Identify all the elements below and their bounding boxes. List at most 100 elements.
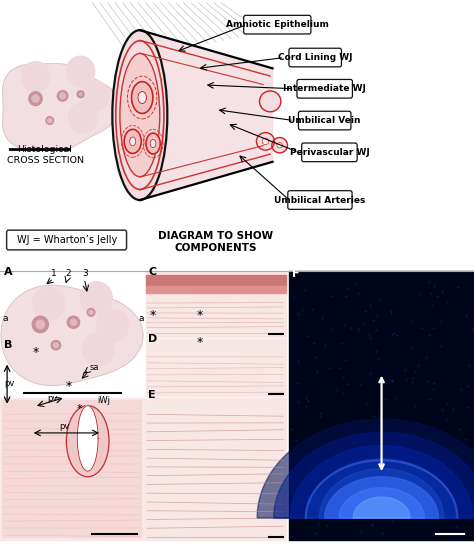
Point <box>302 393 310 402</box>
Ellipse shape <box>131 82 153 113</box>
Point <box>338 509 346 518</box>
Point <box>414 451 421 460</box>
Point <box>288 424 295 433</box>
Point <box>453 522 460 531</box>
Point <box>366 423 374 431</box>
Point <box>434 292 441 301</box>
Ellipse shape <box>51 341 61 350</box>
Ellipse shape <box>60 93 65 99</box>
Point <box>429 385 437 393</box>
Point <box>339 389 346 397</box>
Text: pv: pv <box>59 421 70 431</box>
Text: iWj: iWj <box>97 396 110 405</box>
Ellipse shape <box>138 92 146 104</box>
Point <box>451 507 459 516</box>
Point <box>333 386 341 395</box>
Point <box>373 312 381 321</box>
Point <box>429 456 437 465</box>
Polygon shape <box>140 30 273 200</box>
Text: *: * <box>65 380 72 393</box>
Point <box>335 363 343 372</box>
Point <box>323 520 331 529</box>
Point <box>388 329 395 338</box>
Point <box>310 339 317 347</box>
Point <box>376 408 383 417</box>
Ellipse shape <box>48 118 52 123</box>
Point <box>315 502 322 511</box>
Ellipse shape <box>54 343 58 347</box>
Point <box>388 516 396 525</box>
Ellipse shape <box>130 137 136 146</box>
Point <box>430 378 438 387</box>
Text: Intermediate WJ: Intermediate WJ <box>283 84 366 93</box>
Text: Cord Lining WJ: Cord Lining WJ <box>278 53 353 62</box>
Point <box>402 453 410 461</box>
Ellipse shape <box>150 140 156 148</box>
Ellipse shape <box>97 309 129 342</box>
Ellipse shape <box>146 133 160 154</box>
Bar <box>2 400 141 537</box>
Point <box>457 384 465 393</box>
Point <box>438 287 446 295</box>
Point <box>429 323 437 332</box>
Point <box>449 405 457 414</box>
Point <box>350 438 357 447</box>
Point <box>346 433 354 442</box>
Point <box>306 498 314 506</box>
Point <box>336 436 344 445</box>
Ellipse shape <box>67 316 80 328</box>
Point <box>351 279 359 288</box>
Polygon shape <box>353 497 410 518</box>
Text: F: F <box>292 269 300 279</box>
Point <box>378 528 385 537</box>
Text: *: * <box>77 404 82 414</box>
Point <box>430 281 438 290</box>
Ellipse shape <box>256 133 274 150</box>
Point <box>428 301 436 310</box>
Point <box>294 397 302 406</box>
Point <box>391 329 398 338</box>
Point <box>328 324 336 333</box>
Point <box>303 490 310 499</box>
Point <box>388 309 395 317</box>
Point <box>407 344 415 353</box>
Point <box>339 373 347 381</box>
Point <box>344 380 352 389</box>
Text: DIAGRAM TO SHOW
COMPONENTS: DIAGRAM TO SHOW COMPONENTS <box>158 231 273 253</box>
Point <box>419 512 427 521</box>
Polygon shape <box>3 64 120 150</box>
Ellipse shape <box>21 61 50 92</box>
Point <box>291 293 298 302</box>
Point <box>329 469 337 478</box>
Point <box>367 494 375 503</box>
Point <box>377 413 384 421</box>
Point <box>423 377 431 386</box>
Text: Umbilical Arteries: Umbilical Arteries <box>274 196 365 204</box>
Point <box>326 363 333 372</box>
Point <box>361 318 368 327</box>
Ellipse shape <box>81 81 109 111</box>
Point <box>411 368 419 377</box>
Text: WJ = Wharton’s Jelly: WJ = Wharton’s Jelly <box>17 235 117 245</box>
Point <box>365 330 373 339</box>
Polygon shape <box>319 469 444 518</box>
Point <box>291 448 298 457</box>
Point <box>425 278 433 287</box>
Ellipse shape <box>36 320 45 329</box>
Text: a: a <box>2 313 8 323</box>
Point <box>308 305 316 314</box>
Text: A: A <box>4 267 12 277</box>
Ellipse shape <box>80 282 112 315</box>
Text: Perivascular WJ: Perivascular WJ <box>290 148 369 157</box>
Polygon shape <box>325 477 438 518</box>
Point <box>312 352 319 361</box>
Bar <box>0 398 145 540</box>
Point <box>443 398 451 407</box>
Point <box>438 406 446 415</box>
Point <box>313 367 320 375</box>
Point <box>294 357 302 366</box>
Ellipse shape <box>32 316 48 333</box>
Point <box>369 465 376 474</box>
Point <box>450 481 458 489</box>
Point <box>356 379 364 388</box>
